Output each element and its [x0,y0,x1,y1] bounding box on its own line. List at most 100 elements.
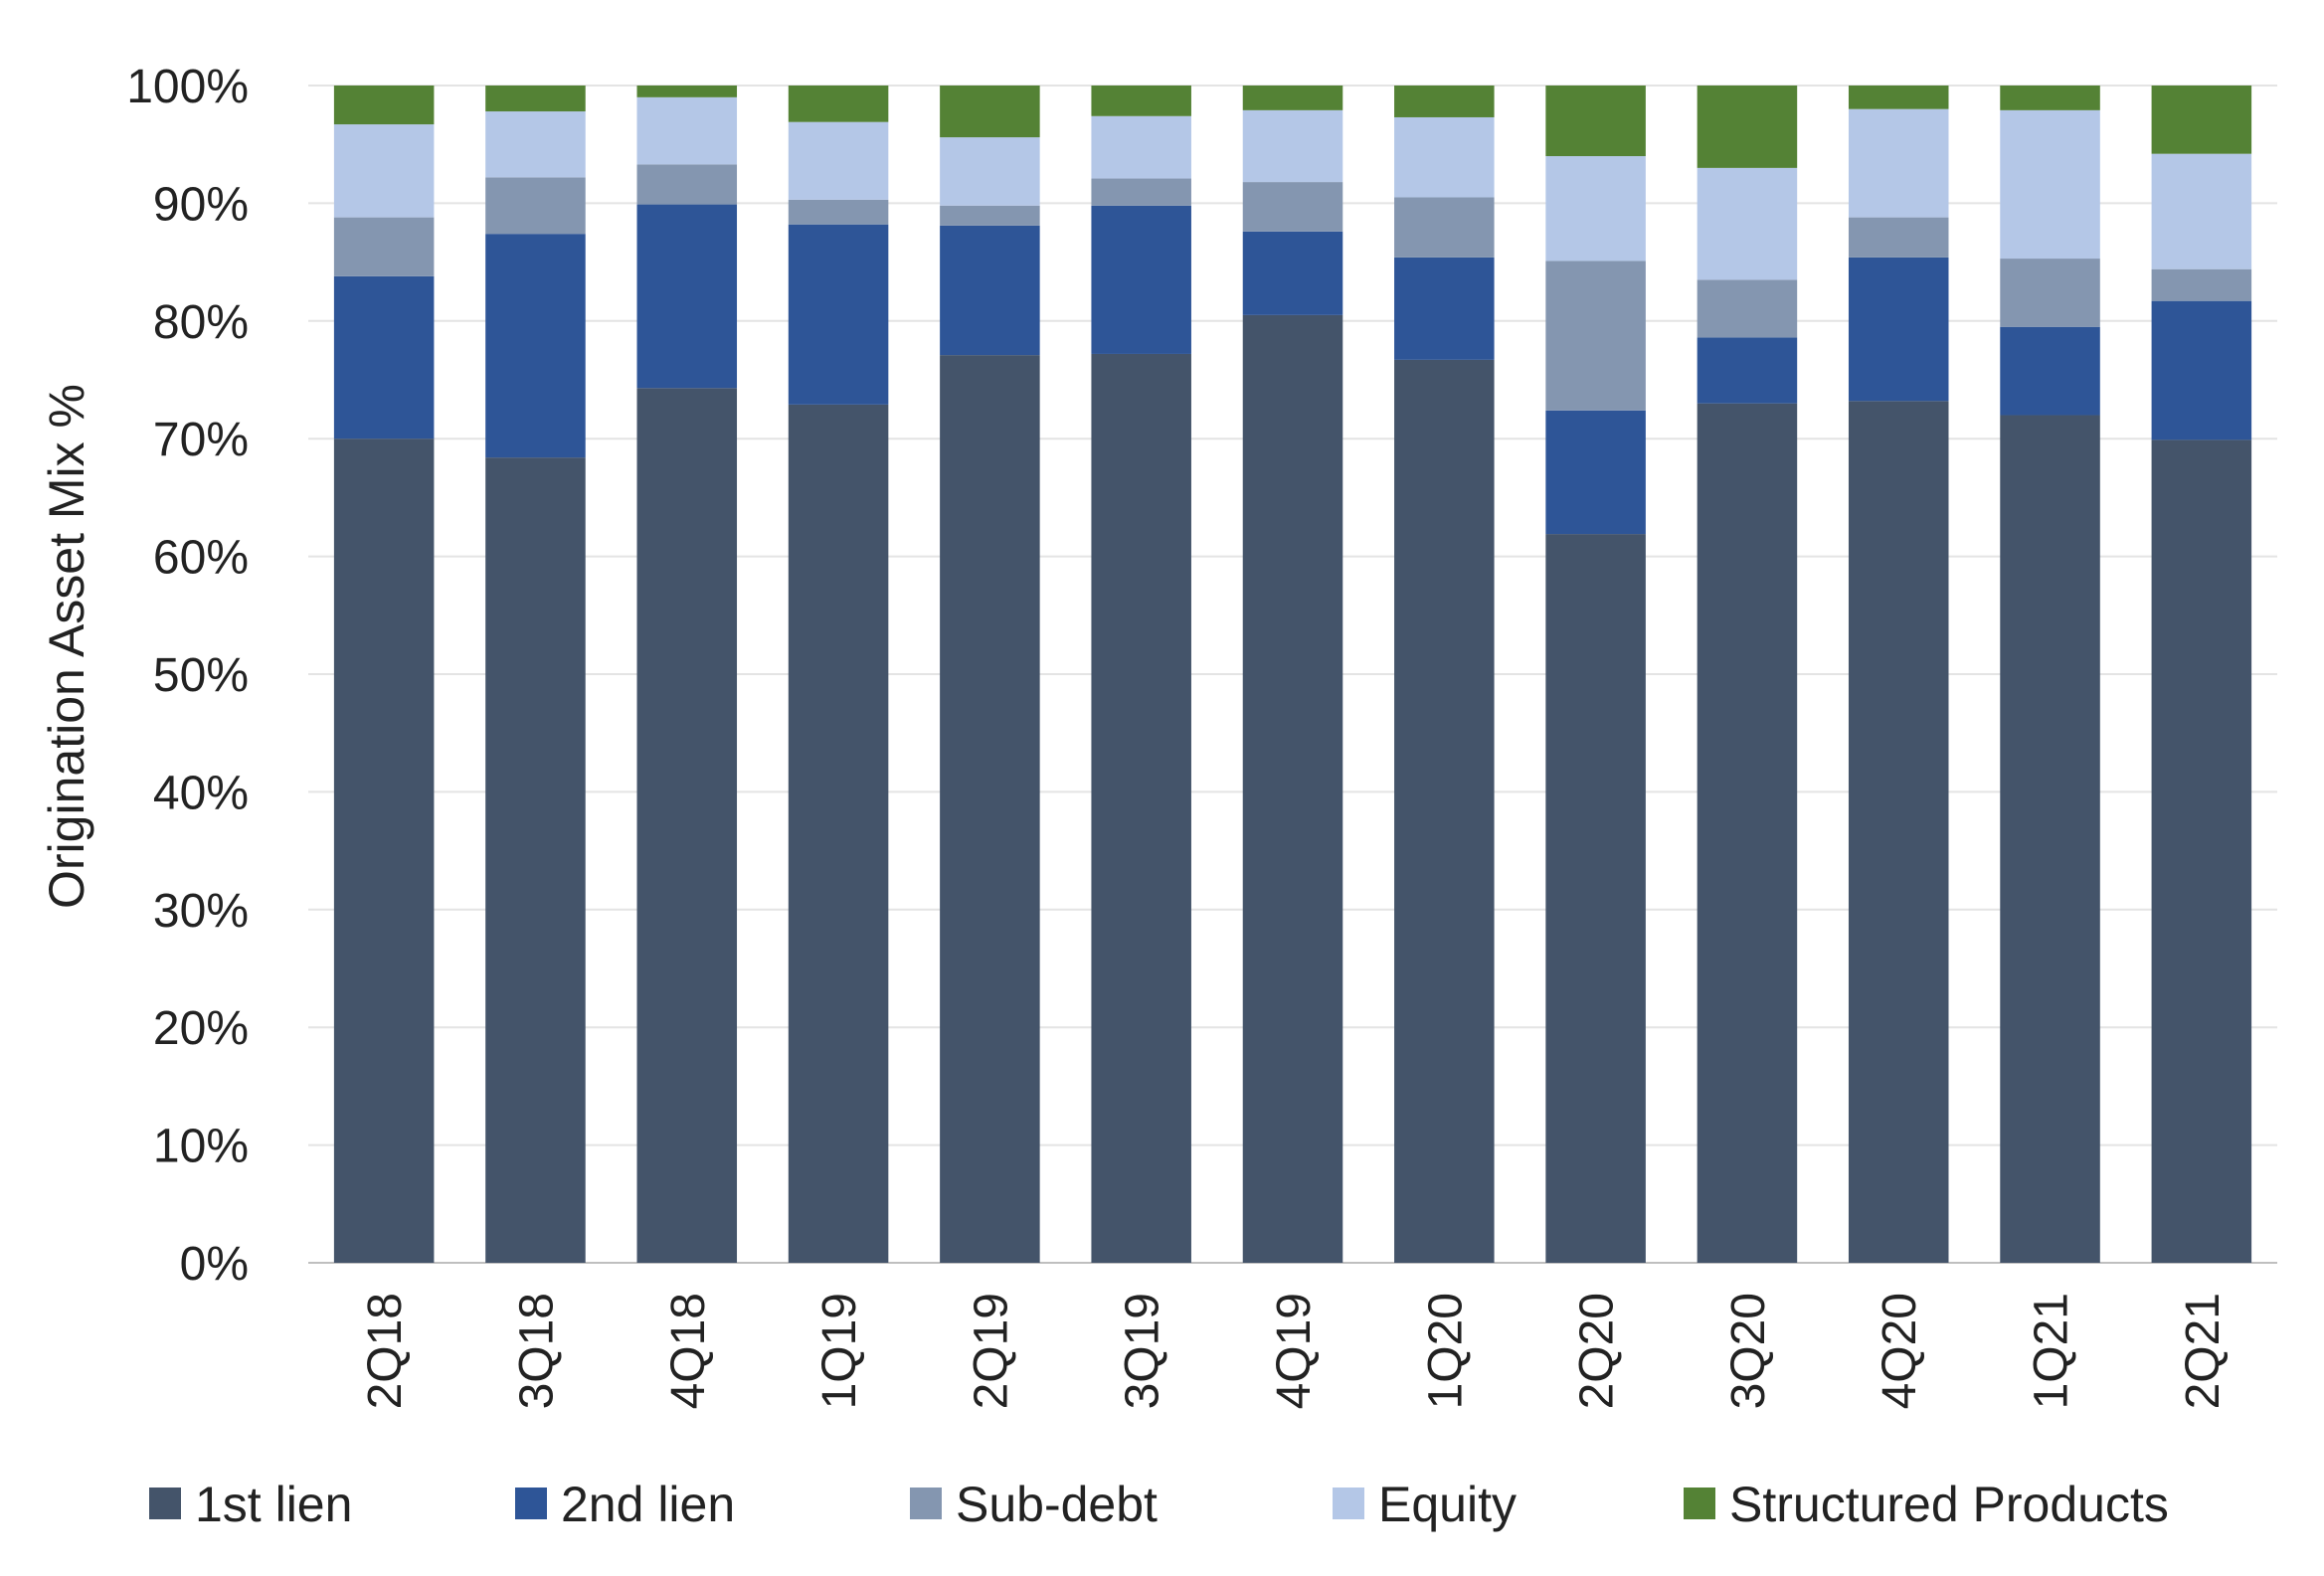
bar-segment-structured-products-3q19 [1091,86,1191,116]
bar-segment-equity-1q19 [788,121,889,200]
x-tick-label: 4Q18 [662,1293,715,1409]
bar-segment-sub-debt-2q20 [1545,261,1646,411]
bar-segment-structured-products-1q21 [2000,86,2100,110]
y-tick-label: 20% [153,1002,249,1055]
bar-segment-1st-lien-3q19 [1091,353,1191,1263]
y-tick-label: 30% [153,885,249,938]
bar-segment-sub-debt-1q21 [2000,259,2100,327]
bar-segment-2nd-lien-4q19 [1242,231,1343,315]
bar-segment-2nd-lien-4q20 [1848,257,1949,402]
y-axis-title: Origination Asset Mix % [39,384,94,909]
bar-segment-1st-lien-4q20 [1848,401,1949,1263]
bar-segment-1st-lien-1q21 [2000,415,2100,1263]
bar-segment-structured-products-2q21 [2151,86,2252,154]
legend-swatch [1333,1488,1364,1519]
legend-label: Equity [1378,1477,1517,1532]
x-tick-label: 2Q21 [2177,1293,2230,1409]
bar-segment-sub-debt-4q18 [636,164,738,205]
legend: 1st lien 2nd lien Sub-debt Equity Structured… [149,1477,2169,1532]
bar-segment-1st-lien-4q19 [1242,314,1343,1263]
bar-segment-1st-lien-1q19 [788,404,889,1263]
bar-segment-2nd-lien-2q20 [1545,410,1646,535]
bar-segment-equity-2q20 [1545,156,1646,262]
bar-segment-equity-4q18 [636,96,738,165]
bar-segment-equity-2q21 [2151,153,2252,269]
bar-segment-structured-products-4q19 [1242,86,1343,110]
x-tick-label: 4Q19 [1268,1293,1321,1409]
bar-segment-equity-2q18 [333,124,435,218]
bar-segment-2nd-lien-2q18 [333,275,435,439]
legend-swatch [149,1488,181,1519]
bar-segment-structured-products-2q18 [333,86,435,125]
bar-segment-2nd-lien-1q20 [1394,257,1495,360]
y-tick-label: 90% [153,178,249,231]
bar-segment-1st-lien-3q18 [485,457,586,1263]
bar-segment-sub-debt-2q19 [940,205,1040,226]
x-tick-label: 1Q20 [1419,1293,1472,1409]
x-tick-label: 2Q20 [1571,1293,1624,1409]
y-tick-label: 0% [180,1238,249,1291]
bar-segment-1st-lien-1q20 [1394,359,1495,1263]
bar-segment-1st-lien-3q20 [1697,403,1798,1263]
bar-segment-equity-1q21 [2000,109,2100,260]
bar-segment-1st-lien-2q20 [1545,534,1646,1263]
bar-segment-structured-products-2q20 [1545,86,1646,157]
bar-segment-sub-debt-3q18 [485,177,586,235]
bar-segment-sub-debt-1q19 [788,199,889,225]
bar-segment-sub-debt-3q19 [1091,178,1191,206]
bar-segment-equity-2q19 [940,137,1040,206]
bar-segment-sub-debt-3q20 [1697,279,1798,338]
bar-segment-2nd-lien-1q21 [2000,326,2100,416]
bar-segment-2nd-lien-3q18 [485,234,586,458]
bar-segment-structured-products-4q18 [636,86,738,97]
bars [333,86,2252,1264]
x-tick-label: 1Q21 [2026,1293,2078,1409]
bar-segment-1st-lien-2q19 [940,355,1040,1263]
legend-label: 2nd lien [561,1477,735,1532]
x-tick-label: 1Q19 [813,1293,866,1409]
bar-segment-sub-debt-4q20 [1848,217,1949,258]
x-tick-label: 3Q19 [1117,1293,1169,1409]
legend-label: Sub-debt [956,1477,1158,1532]
bar-segment-sub-debt-2q18 [333,217,435,276]
y-tick-label: 50% [153,649,249,702]
bar-segment-sub-debt-4q19 [1242,182,1343,232]
y-axis-tick-labels: 0% 10% 20% 30% 40% 50% 60% 70% 80% 90% 100% [126,61,249,1291]
y-tick-label: 10% [153,1121,249,1173]
bar-segment-structured-products-1q19 [788,86,889,122]
legend-label: Structured Products [1729,1477,2169,1532]
bar-segment-equity-4q20 [1848,108,1949,218]
legend-swatch [1684,1488,1715,1519]
x-tick-label: 4Q20 [1874,1293,1926,1409]
y-tick-label: 40% [153,767,249,819]
bar-segment-structured-products-2q19 [940,86,1040,138]
y-tick-label: 70% [153,414,249,466]
bar-segment-equity-3q18 [485,111,586,178]
x-tick-label: 2Q18 [359,1293,412,1409]
bar-segment-sub-debt-2q21 [2151,268,2252,301]
x-tick-label: 3Q18 [510,1293,563,1409]
y-tick-label: 100% [126,61,249,113]
bar-segment-2nd-lien-1q19 [788,224,889,405]
bar-segment-structured-products-3q20 [1697,86,1798,168]
bar-segment-equity-1q20 [1394,116,1495,198]
legend-swatch [515,1488,547,1519]
bar-segment-sub-debt-1q20 [1394,197,1495,258]
legend-swatch [910,1488,942,1519]
bar-segment-1st-lien-4q18 [636,388,738,1264]
bar-segment-1st-lien-2q21 [2151,439,2252,1263]
bar-segment-equity-4q19 [1242,109,1343,183]
bar-segment-2nd-lien-4q18 [636,204,738,389]
x-tick-label: 3Q20 [1722,1293,1775,1409]
bar-segment-equity-3q20 [1697,167,1798,280]
bar-segment-structured-products-1q20 [1394,86,1495,117]
x-axis-tick-labels: 2Q18 3Q18 4Q18 1Q19 2Q19 3Q19 4Q19 1Q20 2Q20 3Q20… [359,1293,2230,1409]
x-tick-label: 2Q19 [965,1293,1017,1409]
bar-segment-2nd-lien-2q21 [2151,300,2252,440]
bar-segment-structured-products-3q18 [485,86,586,112]
legend-label: 1st lien [195,1477,352,1532]
bar-segment-equity-3q19 [1091,115,1191,179]
bar-segment-2nd-lien-3q19 [1091,205,1191,354]
bar-segment-2nd-lien-3q20 [1697,337,1798,404]
